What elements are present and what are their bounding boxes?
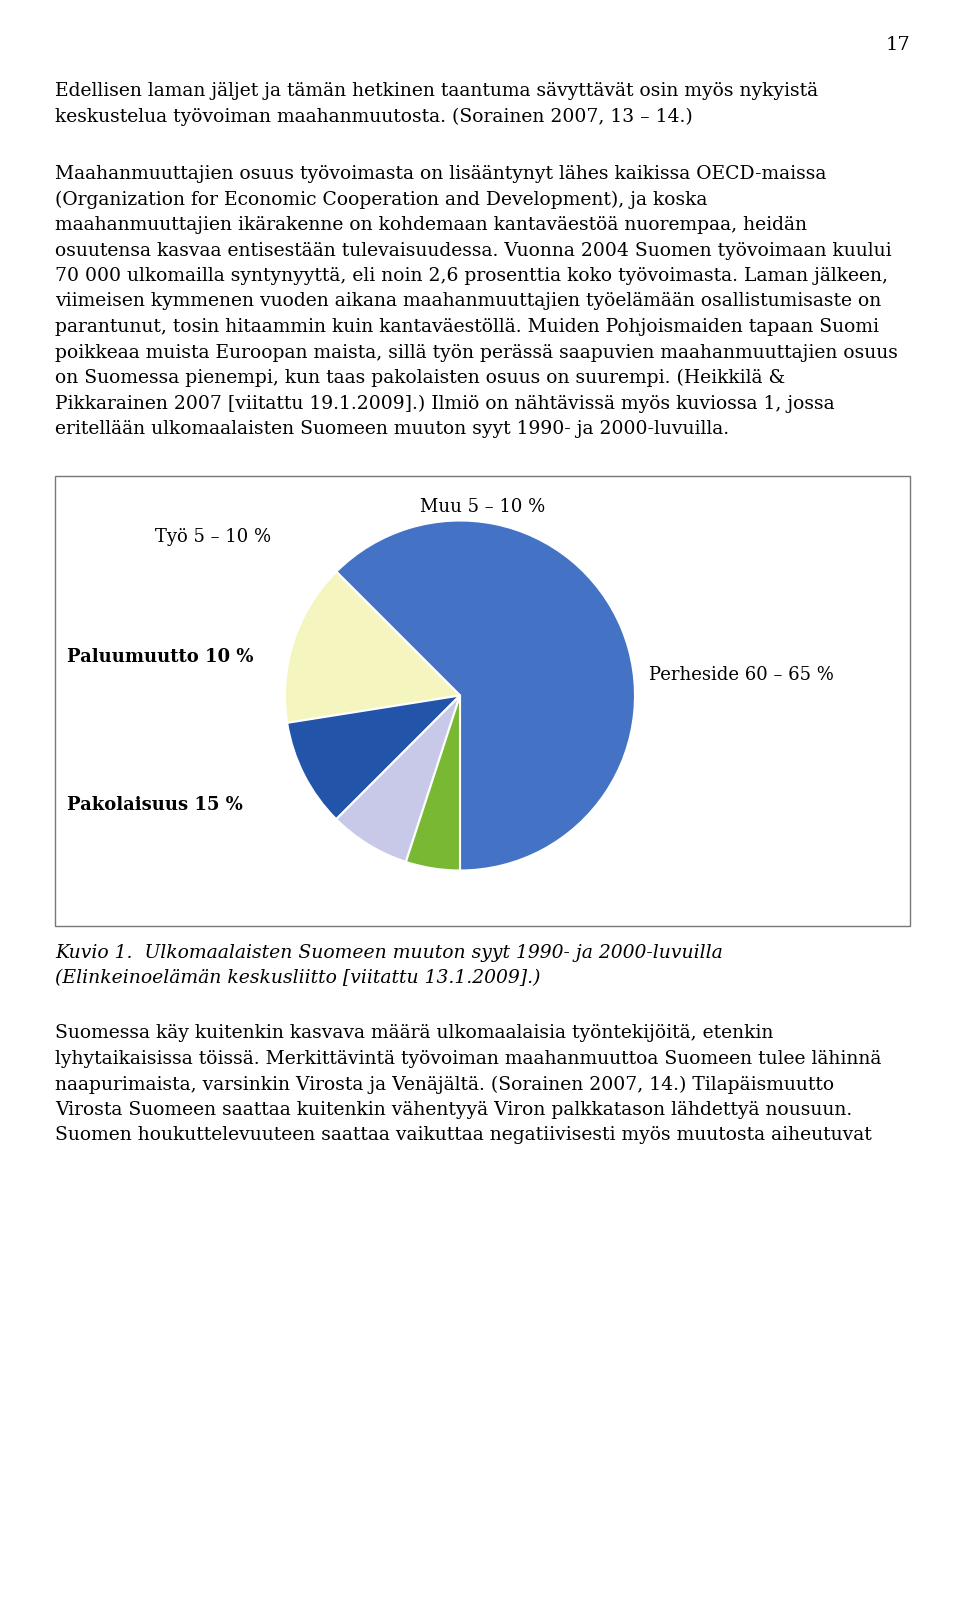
Text: Pikkarainen 2007 [viitattu 19.1.2009].) Ilmiö on nähtävissä myös kuviossa 1, jos: Pikkarainen 2007 [viitattu 19.1.2009].) …	[55, 395, 834, 412]
Text: parantunut, tosin hitaammin kuin kantaväestöllä. Muiden Pohjoismaiden tapaan Suo: parantunut, tosin hitaammin kuin kantavä…	[55, 318, 879, 335]
Text: Suomen houkuttelevuuteen saattaa vaikuttaa negatiivisesti myös muutosta aiheutuv: Suomen houkuttelevuuteen saattaa vaikutt…	[55, 1126, 872, 1145]
Text: Muu 5 – 10 %: Muu 5 – 10 %	[420, 497, 545, 515]
Text: eritellään ulkomaalaisten Suomeen muuton syyt 1990- ja 2000-luvuilla.: eritellään ulkomaalaisten Suomeen muuton…	[55, 420, 730, 438]
Text: poikkeaa muista Euroopan maista, sillä työn perässä saapuvien maahanmuuttajien o: poikkeaa muista Euroopan maista, sillä t…	[55, 343, 898, 361]
Text: keskustelua työvoiman maahanmuutosta. (Sorainen 2007, 13 – 14.): keskustelua työvoiman maahanmuutosta. (S…	[55, 107, 693, 125]
Text: osuutensa kasvaa entisestään tulevaisuudessa. Vuonna 2004 Suomen työvoimaan kuul: osuutensa kasvaa entisestään tulevaisuud…	[55, 242, 892, 260]
Wedge shape	[285, 571, 460, 723]
Text: maahanmuuttajien ikärakenne on kohdemaan kantaväestöä nuorempaa, heidän: maahanmuuttajien ikärakenne on kohdemaan…	[55, 217, 807, 234]
Wedge shape	[336, 521, 635, 871]
Wedge shape	[336, 696, 460, 861]
Text: 70 000 ulkomailla syntynyyttä, eli noin 2,6 prosenttia koko työvoimasta. Laman j: 70 000 ulkomailla syntynyyttä, eli noin …	[55, 266, 888, 286]
Text: (Organization for Economic Cooperation and Development), ja koska: (Organization for Economic Cooperation a…	[55, 191, 708, 209]
Text: Perheside 60 – 65 %: Perheside 60 – 65 %	[649, 667, 834, 685]
Wedge shape	[406, 696, 460, 871]
Text: 17: 17	[885, 35, 910, 55]
Text: lyhytaikaisissa töissä. Merkittävintä työvoiman maahanmuuttoa Suomeen tulee lähi: lyhytaikaisissa töissä. Merkittävintä ty…	[55, 1051, 881, 1068]
Text: Paluumuutto 10 %: Paluumuutto 10 %	[67, 648, 253, 667]
Text: Suomessa käy kuitenkin kasvava määrä ulkomaalaisia työntekijöitä, etenkin: Suomessa käy kuitenkin kasvava määrä ulk…	[55, 1025, 774, 1043]
Text: on Suomessa pienempi, kun taas pakolaisten osuus on suurempi. (Heikkilä &: on Suomessa pienempi, kun taas pakolaist…	[55, 369, 785, 387]
Text: naapurimaista, varsinkin Virosta ja Venäjältä. (Sorainen 2007, 14.) Tilapäismuut: naapurimaista, varsinkin Virosta ja Venä…	[55, 1076, 834, 1094]
Wedge shape	[287, 696, 460, 820]
Text: Työ 5 – 10 %: Työ 5 – 10 %	[155, 528, 271, 545]
Text: viimeisen kymmenen vuoden aikana maahanmuuttajien työelämään osallistumisaste on: viimeisen kymmenen vuoden aikana maahanm…	[55, 292, 881, 311]
Text: Edellisen laman jäljet ja tämän hetkinen taantuma sävyttävät osin myös nykyistä: Edellisen laman jäljet ja tämän hetkinen…	[55, 82, 818, 99]
Text: Virosta Suomeen saattaa kuitenkin vähentyyä Viron palkkatason lähdettyä nousuun.: Virosta Suomeen saattaa kuitenkin vähent…	[55, 1100, 852, 1120]
Text: Maahanmuuttajien osuus työvoimasta on lisääntynyt lähes kaikissa OECD-maissa: Maahanmuuttajien osuus työvoimasta on li…	[55, 165, 827, 183]
Text: Kuvio 1.  Ulkomaalaisten Suomeen muuton syyt 1990- ja 2000-luvuilla: Kuvio 1. Ulkomaalaisten Suomeen muuton s…	[55, 943, 723, 961]
Text: (Elinkeinoelämän keskusliitto [viitattu 13.1.2009].): (Elinkeinoelämän keskusliitto [viitattu …	[55, 969, 540, 986]
Text: Pakolaisuus 15 %: Pakolaisuus 15 %	[67, 797, 243, 815]
Bar	[55, 475, 910, 926]
